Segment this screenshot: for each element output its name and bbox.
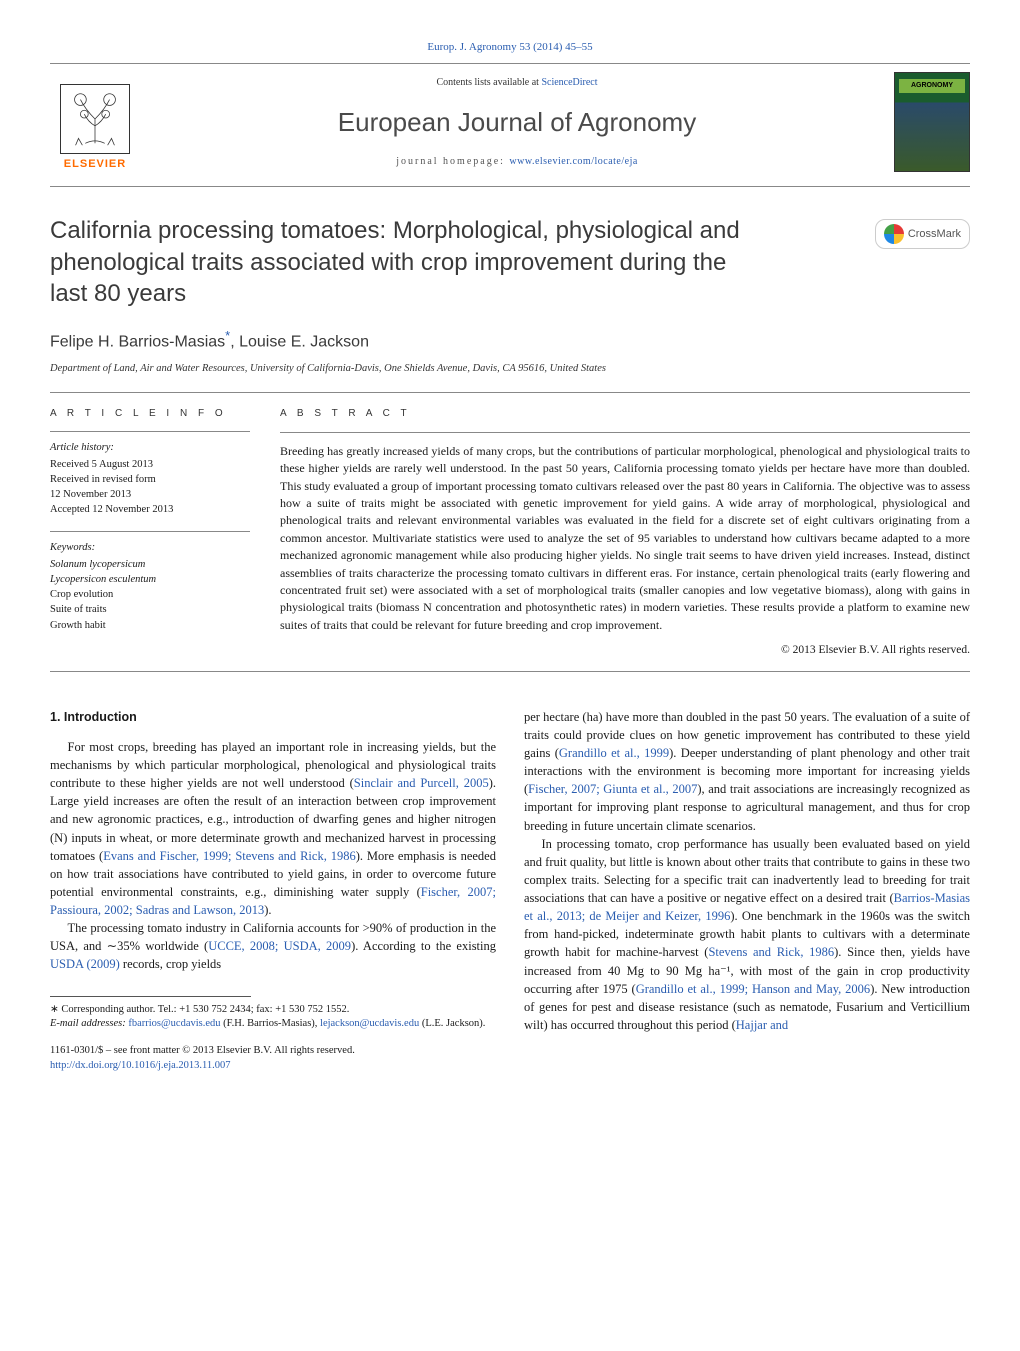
keywords-label: Keywords: — [50, 540, 250, 555]
homepage-prefix: journal homepage: — [396, 156, 509, 167]
accepted-date: Accepted 12 November 2013 — [50, 502, 250, 517]
citation-link[interactable]: Sinclair and Purcell, 2005 — [354, 776, 489, 790]
citation-link[interactable]: Fischer, 2007; Giunta et al., 2007 — [528, 782, 697, 796]
paragraph: per hectare (ha) have more than doubled … — [524, 708, 970, 835]
paragraph: For most crops, breeding has played an i… — [50, 738, 496, 919]
abstract-heading: A B S T R A C T — [280, 407, 970, 422]
introduction-heading: 1. Introduction — [50, 708, 496, 726]
email-addresses: E-mail addresses: fbarrios@ucdavis.edu (… — [50, 1017, 496, 1032]
crossmark-icon — [884, 224, 904, 244]
keyword: Lycopersicon esculentum — [50, 572, 250, 587]
crossmark-badge[interactable]: CrossMark — [875, 219, 970, 249]
front-matter: 1161-0301/$ – see front matter © 2013 El… — [50, 1044, 496, 1059]
elsevier-tree-icon — [60, 84, 130, 154]
authors: Felipe H. Barrios-Masias*, Louise E. Jac… — [50, 327, 970, 354]
paragraph: The processing tomato industry in Califo… — [50, 919, 496, 973]
received-date: Received 5 August 2013 — [50, 457, 250, 472]
doi-link[interactable]: http://dx.doi.org/10.1016/j.eja.2013.11.… — [50, 1059, 496, 1074]
journal-cover-icon: AGRONOMY — [894, 72, 970, 172]
footnotes: ∗ Corresponding author. Tel.: +1 530 752… — [50, 1003, 496, 1074]
author-2: , Louise E. Jackson — [230, 333, 369, 350]
keyword: Solanum lycopersicum — [50, 557, 250, 572]
affiliation: Department of Land, Air and Water Resour… — [50, 362, 970, 377]
citation-link[interactable]: Grandillo et al., 1999; Hanson and May, … — [636, 982, 871, 996]
elsevier-logo: ELSEVIER — [50, 72, 140, 172]
journal-title: European Journal of Agronomy — [140, 104, 894, 140]
journal-reference: Europ. J. Agronomy 53 (2014) 45–55 — [50, 40, 970, 55]
email-link[interactable]: lejackson@ucdavis.edu — [320, 1018, 419, 1029]
citation-link[interactable]: Grandillo et al., 1999 — [559, 746, 669, 760]
keyword: Crop evolution — [50, 587, 250, 602]
keyword: Suite of traits — [50, 602, 250, 617]
crossmark-label: CrossMark — [908, 227, 961, 242]
abstract-copyright: © 2013 Elsevier B.V. All rights reserved… — [280, 642, 970, 659]
elsevier-text: ELSEVIER — [64, 157, 126, 172]
citation-link[interactable]: Hajjar and — [736, 1018, 788, 1032]
keyword: Growth habit — [50, 618, 250, 633]
sciencedirect-link[interactable]: ScienceDirect — [541, 77, 597, 88]
abstract-text: Breeding has greatly increased yields of… — [280, 443, 970, 634]
cover-label: AGRONOMY — [899, 79, 965, 93]
article-info: A R T I C L E I N F O Article history: R… — [50, 407, 250, 658]
homepage-link[interactable]: www.elsevier.com/locate/eja — [509, 156, 637, 167]
article-info-heading: A R T I C L E I N F O — [50, 407, 250, 421]
revised-line2: 12 November 2013 — [50, 487, 250, 502]
contents-prefix: Contents lists available at — [436, 77, 541, 88]
corresponding-author: ∗ Corresponding author. Tel.: +1 530 752… — [50, 1003, 496, 1018]
citation-link[interactable]: USDA (2009) — [50, 957, 120, 971]
abstract: A B S T R A C T Breeding has greatly inc… — [280, 407, 970, 658]
email-link[interactable]: fbarrios@ucdavis.edu — [128, 1018, 220, 1029]
citation-link[interactable]: Evans and Fischer, 1999; Stevens and Ric… — [103, 849, 356, 863]
history-label: Article history: — [50, 440, 250, 455]
citation-link[interactable]: UCCE, 2008; USDA, 2009 — [208, 939, 351, 953]
body-text: 1. Introduction For most crops, breeding… — [50, 708, 970, 1074]
paragraph: In processing tomato, crop performance h… — [524, 835, 970, 1034]
citation-link[interactable]: Stevens and Rick, 1986 — [708, 945, 834, 959]
author-1: Felipe H. Barrios-Masias — [50, 333, 225, 350]
contents-available: Contents lists available at ScienceDirec… — [140, 76, 894, 90]
footnote-separator — [50, 996, 251, 997]
journal-header: ELSEVIER Contents lists available at Sci… — [50, 63, 970, 187]
revised-line1: Received in revised form — [50, 472, 250, 487]
journal-homepage: journal homepage: www.elsevier.com/locat… — [140, 155, 894, 169]
article-title: California processing tomatoes: Morpholo… — [50, 215, 770, 309]
